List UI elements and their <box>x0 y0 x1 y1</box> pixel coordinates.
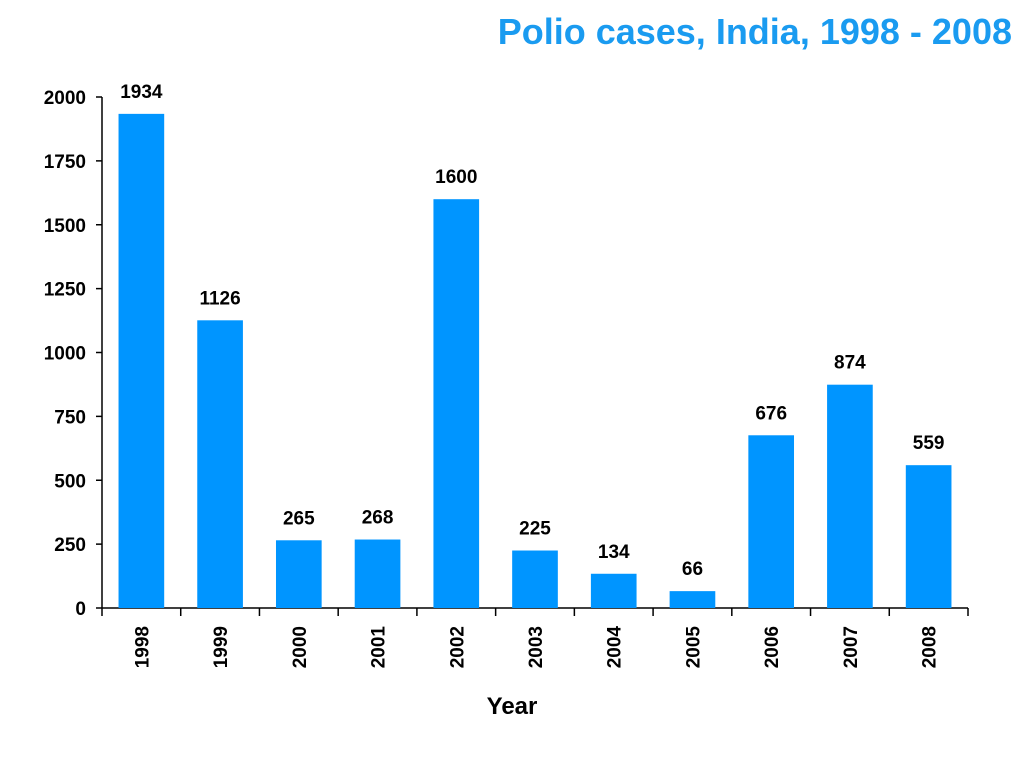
data-label: 66 <box>682 559 703 580</box>
data-label: 1600 <box>435 167 477 188</box>
bar <box>748 435 795 608</box>
bar <box>669 591 716 608</box>
y-tick-label: 1750 <box>44 152 86 173</box>
data-label: 874 <box>834 353 866 374</box>
bars <box>118 113 952 608</box>
y-tick-label: 1250 <box>44 280 86 301</box>
data-labels: 1934 1126 265 268 1600 225 134 66 676 874 559 <box>120 82 944 580</box>
data-label: 134 <box>598 542 630 563</box>
x-tick-label: 2007 <box>841 626 862 668</box>
x-tick-label: 2000 <box>290 626 311 668</box>
bar <box>275 540 322 608</box>
y-tick-label: 750 <box>54 407 86 428</box>
bar <box>905 465 952 608</box>
bar <box>590 573 637 608</box>
bar <box>512 550 558 608</box>
data-label: 225 <box>519 519 551 540</box>
y-tick-label: 0 <box>75 599 86 620</box>
data-label: 1126 <box>199 288 240 309</box>
data-label: 1934 <box>120 82 163 103</box>
x-tick-label: 2004 <box>605 626 626 669</box>
y-tick-label: 250 <box>54 535 86 556</box>
bar <box>354 539 401 608</box>
x-axis: 1998 1999 2000 2001 2002 2003 2004 2005 2006 2007… <box>101 607 969 669</box>
data-label: 268 <box>362 508 394 529</box>
x-tick-label: 1998 <box>132 626 153 668</box>
x-tick-label: 2006 <box>762 626 783 668</box>
chart-title: Polio cases, India, 1998 - 2008 <box>497 11 1012 52</box>
x-tick-label: 2002 <box>447 626 468 668</box>
x-tick-label: 2001 <box>369 626 390 669</box>
x-tick-label: 2005 <box>683 626 704 669</box>
y-axis: 0 250 500 750 1000 1250 1500 1750 2000 <box>44 88 103 620</box>
bar <box>433 199 480 608</box>
data-label: 265 <box>283 508 315 529</box>
bar <box>118 113 165 608</box>
y-tick-label: 500 <box>54 471 86 492</box>
x-tick-label: 2008 <box>920 626 941 668</box>
data-label: 676 <box>755 403 787 424</box>
y-tick-label: 2000 <box>44 88 86 109</box>
data-label: 559 <box>913 433 945 454</box>
x-tick-label: 2003 <box>526 626 547 668</box>
y-tick-label: 1000 <box>44 344 86 365</box>
x-tick-label: 1999 <box>211 626 232 668</box>
y-tick-label: 1500 <box>44 216 86 237</box>
x-axis-title: Year <box>487 693 538 720</box>
bar <box>197 320 243 608</box>
bar <box>827 384 873 608</box>
